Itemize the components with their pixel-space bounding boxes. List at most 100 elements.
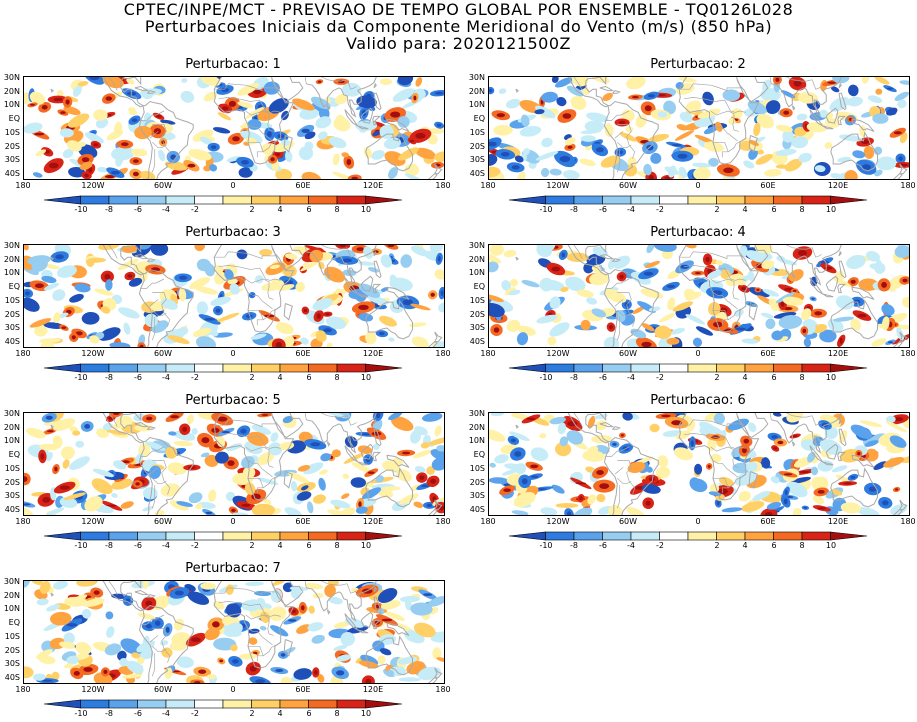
perturbation-core <box>93 143 99 147</box>
perturbation-contour <box>367 267 380 273</box>
perturbation-contour <box>685 314 705 325</box>
lat-label: 30N <box>3 409 20 418</box>
lat-label: 20N <box>468 255 485 264</box>
coastline <box>838 82 842 89</box>
colorbar-segment <box>830 531 868 541</box>
perturbation-contour <box>675 81 684 90</box>
perturbation-contour <box>24 507 34 515</box>
perturbation-core <box>671 420 682 426</box>
coastline <box>837 451 847 462</box>
perturbation-contour <box>295 281 305 293</box>
perturbation-core <box>735 327 746 331</box>
panel-title: Perturbacao: 1 <box>185 57 281 72</box>
lon-label: 60W <box>618 181 638 190</box>
perturbation-contour <box>237 83 260 96</box>
perturbation-contour <box>281 139 290 146</box>
country-border <box>811 247 822 258</box>
perturbation-contour <box>428 437 444 446</box>
valid-date: Valido para: 2020121500Z <box>345 34 571 53</box>
perturbation-contour <box>501 280 512 291</box>
perturbation-contour <box>263 603 272 609</box>
perturbation-contour <box>754 245 773 255</box>
perturbation-core <box>53 97 63 102</box>
perturbation-core <box>677 153 688 159</box>
perturbation-contour <box>189 277 211 289</box>
perturbation-core <box>371 431 382 436</box>
perturbation-contour <box>573 507 593 515</box>
country-border <box>346 79 357 90</box>
perturbation-contour <box>214 265 224 273</box>
perturbation-contour <box>119 657 128 667</box>
colorbar-label: -6 <box>599 205 607 214</box>
perturbation-contour <box>40 340 55 347</box>
colorbar-label: -4 <box>627 373 635 382</box>
lat-label: 30S <box>469 491 485 500</box>
perturbation-contour <box>438 302 444 313</box>
perturbation-contour <box>791 136 808 149</box>
colorbar-segment <box>801 531 831 541</box>
coastline <box>611 426 621 430</box>
perturbation-contour <box>576 289 594 298</box>
colorbar-segment <box>279 699 309 709</box>
perturbation-contour <box>890 504 907 515</box>
perturbation-contour <box>279 441 295 451</box>
coastline <box>213 581 295 669</box>
perturbation-core <box>426 503 433 507</box>
colorbar-segment <box>830 363 868 373</box>
colorbar-segment <box>573 531 603 541</box>
perturbation-contour <box>167 335 190 345</box>
perturbation-contour <box>140 170 156 179</box>
colorbar-label: 6 <box>771 205 777 214</box>
coastline <box>372 619 382 630</box>
perturbation-contour <box>111 492 118 498</box>
perturbation-contour <box>341 493 350 500</box>
country-border <box>617 142 632 149</box>
perturbation-contour <box>770 476 780 484</box>
coastline <box>373 260 382 279</box>
perturbation-contour <box>748 148 758 160</box>
perturbation-core <box>25 291 30 296</box>
perturbation-contour <box>188 149 212 161</box>
perturbation-contour <box>121 245 138 253</box>
perturbation-core <box>625 414 630 419</box>
perturbation-core <box>881 281 887 288</box>
coastline <box>428 173 438 179</box>
perturbation-contour <box>247 119 262 130</box>
perturbation-contour <box>589 272 609 286</box>
perturbation-core <box>275 152 281 157</box>
perturbation-contour <box>38 655 56 665</box>
perturbation-contour <box>217 112 232 121</box>
perturbation-contour <box>75 641 92 655</box>
perturbation-contour <box>498 88 507 94</box>
perturbation-contour <box>24 581 31 588</box>
perturbation-contour <box>86 257 106 263</box>
colorbar-segment <box>44 363 81 373</box>
perturbation-core <box>367 471 375 474</box>
lat-label: 10N <box>468 436 485 445</box>
perturbation-contour <box>756 113 774 129</box>
perturbation-core <box>803 506 808 509</box>
perturbation-contour <box>265 262 286 276</box>
perturbation-core <box>764 511 773 515</box>
perturbation-contour <box>404 163 419 177</box>
coastline <box>433 163 443 175</box>
perturbation-contour <box>91 478 113 495</box>
perturbation-core <box>267 131 272 138</box>
colorbar-segment <box>744 363 774 373</box>
perturbation-core <box>240 428 247 434</box>
perturbation-contour <box>203 91 218 102</box>
perturbation-contour <box>283 335 295 347</box>
perturbation-contour <box>775 148 797 156</box>
lon-label: 120W <box>546 517 570 526</box>
perturbation-core <box>783 110 790 115</box>
perturbation-contour <box>192 129 214 142</box>
perturbation-contour <box>379 124 394 140</box>
perturbation-contour <box>355 506 368 514</box>
perturbation-contour <box>708 302 721 316</box>
colorbar-label: 2 <box>249 709 255 718</box>
lat-label: 10N <box>468 268 485 277</box>
country-border <box>152 628 171 663</box>
lon-label: 120W <box>81 349 105 358</box>
lon-label: 120W <box>81 517 105 526</box>
coastline <box>830 299 878 340</box>
